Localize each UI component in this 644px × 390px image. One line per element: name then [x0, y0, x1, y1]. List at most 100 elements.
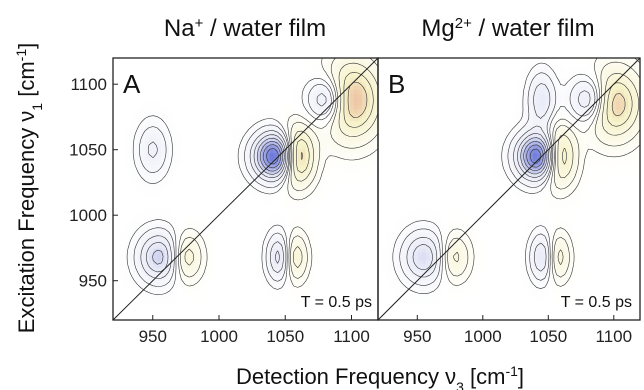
heat-cell: [285, 304, 291, 309]
heat-cell: [137, 204, 142, 210]
heat-cell: [297, 149, 303, 154]
heat-cell: [121, 117, 126, 123]
heat-cell: [497, 89, 502, 95]
heat-cell: [189, 224, 194, 230]
heat-cell: [257, 165, 263, 170]
heat-cell: [313, 236, 319, 242]
heat-cell: [193, 196, 198, 202]
heat-cell: [193, 101, 198, 107]
heat-cell: [397, 58, 403, 63]
heat-cell: [125, 73, 130, 79]
heat-cell: [361, 236, 367, 242]
heat-cell: [273, 101, 279, 107]
heat-cell: [137, 220, 142, 226]
heat-cell: [329, 149, 335, 154]
heat-cell: [197, 101, 202, 107]
heat-cell: [141, 113, 146, 119]
heat-cell: [193, 308, 198, 313]
heat-cell: [389, 58, 395, 63]
heat-cell: [317, 296, 323, 301]
heat-cell: [349, 228, 355, 234]
heat-cell: [165, 157, 170, 162]
heat-cell: [165, 208, 170, 214]
heat-cell: [121, 256, 126, 262]
heat-cell: [325, 216, 331, 222]
heat-cell: [309, 73, 315, 79]
heat-cell: [121, 244, 126, 250]
heat-cell: [121, 272, 126, 277]
heat-cell: [265, 121, 271, 127]
heat-cell: [141, 208, 146, 214]
heat-cell: [305, 316, 311, 320]
heat-cell: [301, 236, 307, 242]
heat-cell: [341, 153, 347, 158]
heat-cell: [193, 157, 198, 162]
heat-cell: [273, 232, 279, 238]
heat-cell: [157, 224, 162, 230]
heat-cell: [341, 228, 347, 234]
heat-cell: [253, 133, 259, 138]
heat-cell: [185, 173, 190, 178]
heat-cell: [133, 65, 138, 71]
heat-cell: [141, 236, 146, 242]
heat-cell: [317, 149, 323, 154]
heat-cell: [209, 316, 214, 320]
heat-cell: [225, 117, 231, 123]
heat-cell: [209, 252, 214, 258]
heat-cell: [229, 125, 235, 131]
heat-cell: [237, 260, 243, 266]
heat-cell: [265, 200, 271, 206]
heat-cell: [401, 73, 407, 79]
heat-cell: [221, 264, 227, 269]
heat-cell: [193, 248, 198, 254]
heat-cell: [189, 133, 194, 138]
heat-cell: [580, 65, 586, 71]
heat-cell: [169, 181, 174, 186]
heat-cell: [337, 77, 343, 83]
heat-cell: [205, 208, 210, 214]
heat-cell: [337, 196, 343, 202]
heat-cell: [133, 232, 138, 238]
heat-cell: [117, 252, 122, 258]
heat-cell: [373, 185, 378, 190]
heat-cell: [313, 77, 319, 83]
heat-cell: [121, 121, 126, 127]
heat-cell: [217, 73, 223, 79]
heat-cell: [361, 145, 367, 150]
heat-cell: [281, 189, 287, 194]
heat-cell: [261, 189, 267, 194]
heat-cell: [221, 97, 227, 103]
heat-cell: [237, 224, 243, 230]
heat-cell: [205, 169, 210, 174]
heat-cell: [325, 316, 331, 320]
heat-cell: [233, 149, 239, 154]
heat-cell: [165, 236, 170, 242]
heat-cell: [337, 312, 343, 317]
heat-cell: [201, 161, 206, 166]
heat-cell: [325, 69, 331, 75]
heat-cell: [157, 77, 162, 83]
heat-cell: [193, 121, 198, 127]
heat-cell: [221, 240, 227, 246]
heat-cell: [265, 73, 271, 79]
heat-cell: [117, 77, 122, 83]
heat-cell: [289, 292, 295, 297]
heat-cell: [197, 173, 202, 178]
heat-cell: [117, 284, 122, 289]
heat-cell: [369, 200, 375, 206]
heat-cell: [297, 77, 303, 83]
heat-cell: [237, 268, 243, 273]
heat-cell: [624, 65, 629, 71]
heat-cell: [173, 105, 178, 111]
heat-cell: [261, 256, 267, 262]
heat-cell: [568, 81, 574, 87]
heat-cell: [113, 224, 118, 230]
heat-cell: [361, 220, 367, 226]
heat-cell: [277, 272, 283, 277]
heat-cell: [361, 312, 367, 317]
heat-cell: [297, 181, 303, 186]
heat-cell: [185, 212, 190, 218]
heat-cell: [341, 58, 347, 63]
heat-cell: [596, 73, 601, 79]
heat-cell: [197, 204, 202, 210]
